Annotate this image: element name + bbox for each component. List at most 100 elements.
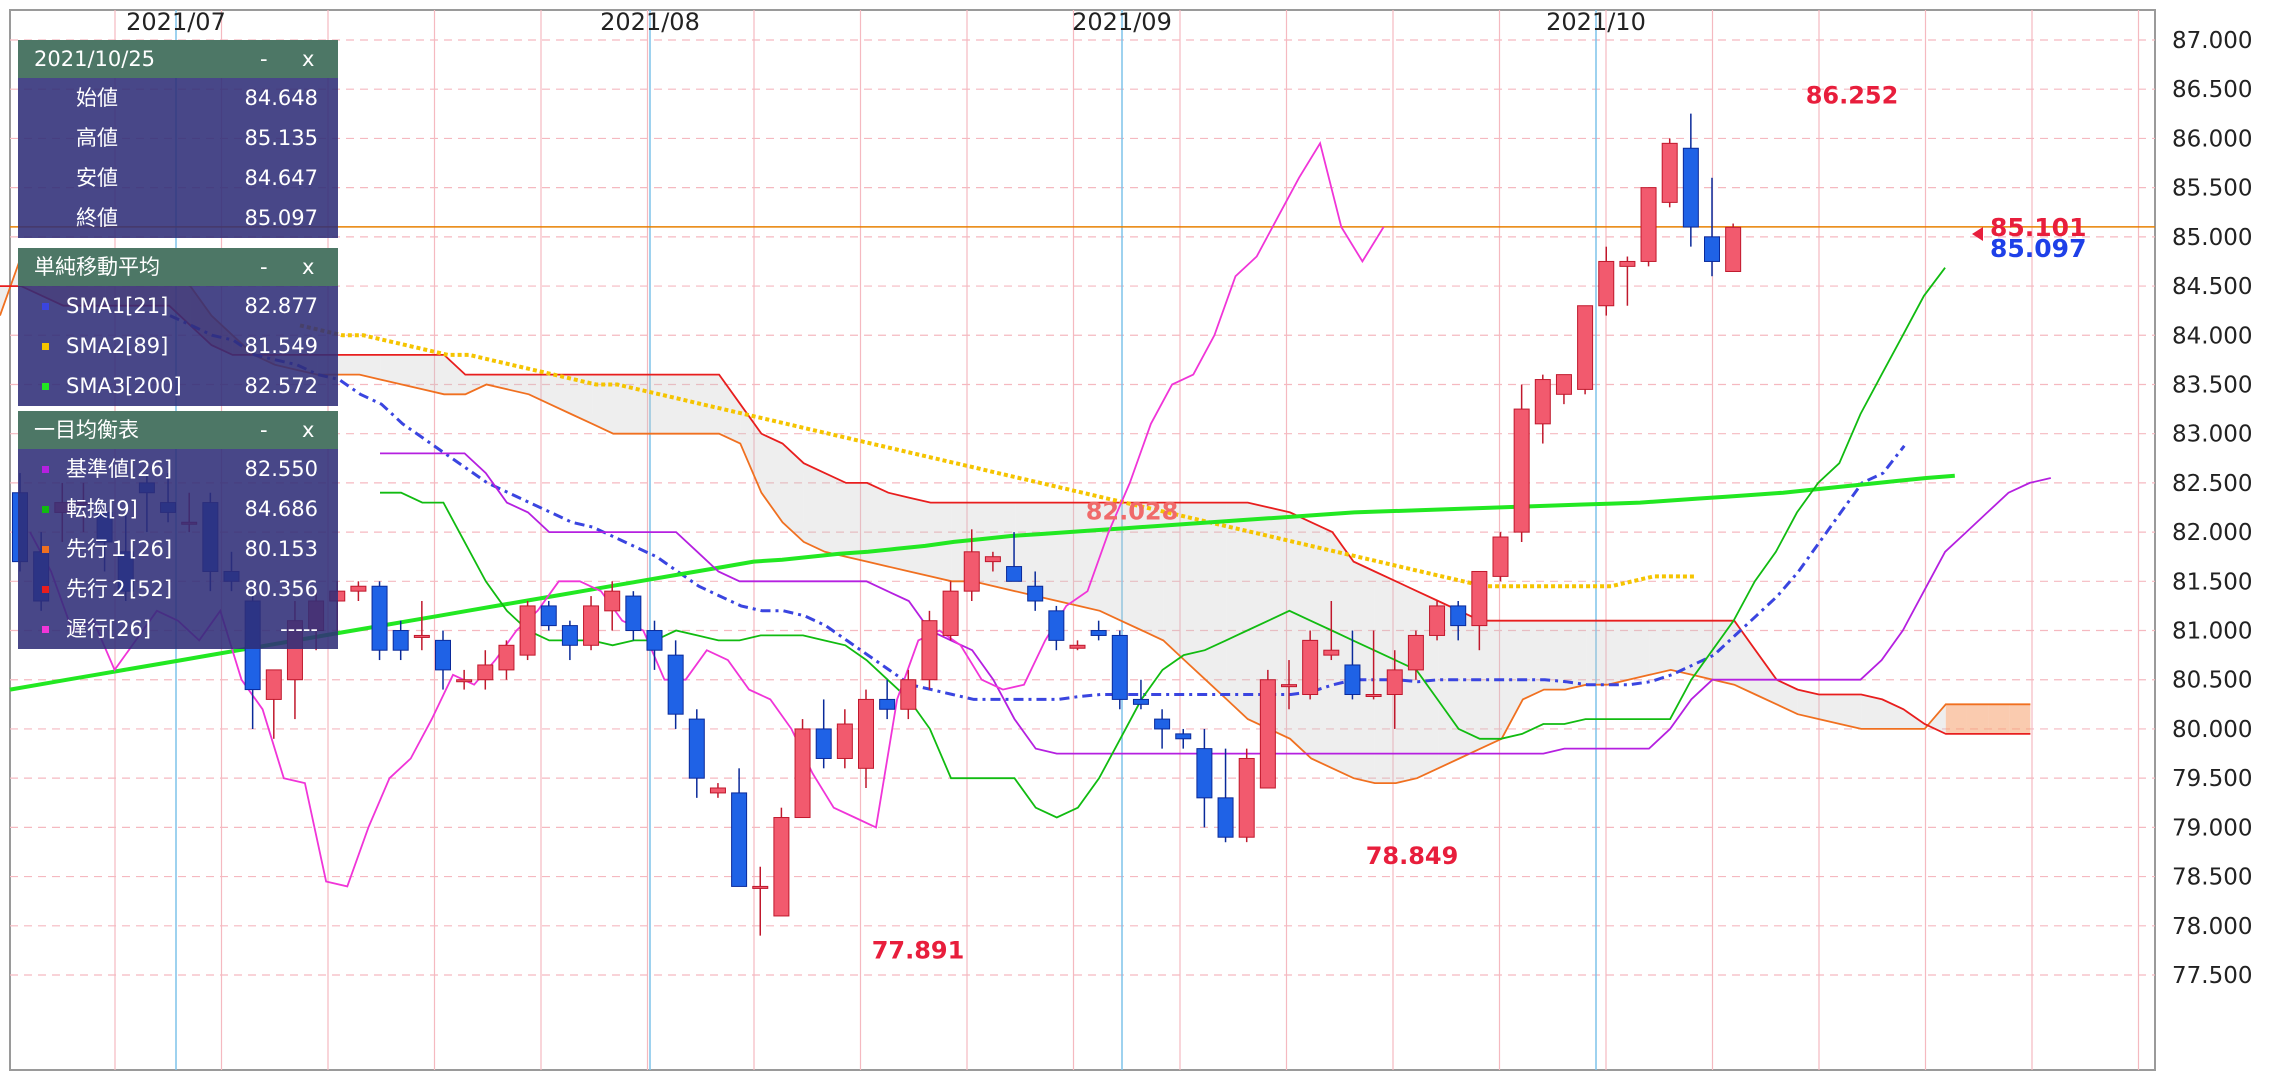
close-button[interactable]: x (302, 255, 315, 279)
minimize-button[interactable]: - (260, 47, 268, 71)
kumo-segment (1353, 561, 1375, 784)
y-tick-label: 85.000 (2172, 225, 2252, 251)
legend-row: 基準値[26] 82.550 (18, 449, 338, 489)
legend-value: 82.877 (244, 294, 318, 318)
y-tick-label: 82.500 (2172, 471, 2252, 497)
sma-panel-title: 単純移動平均 (34, 255, 160, 279)
kumo-segment (1713, 620, 1735, 685)
price-annotation: 82.028 (1086, 497, 1179, 525)
candle-body (646, 630, 663, 651)
kumo-segment (1797, 689, 1819, 720)
y-tick-label: 80.500 (2172, 668, 2252, 694)
kumo-segment (1586, 620, 1608, 685)
candle-body (265, 669, 282, 700)
close-button[interactable]: x (302, 47, 315, 71)
kumo-segment (1163, 502, 1185, 661)
candle-body (1217, 797, 1234, 838)
x-tick-label: 2021/07 (126, 8, 226, 36)
y-tick-label: 81.000 (2172, 619, 2252, 645)
price-tag-label: 85.101 (1990, 213, 2086, 242)
candle-body (1302, 639, 1319, 695)
kumo-segment (338, 354, 360, 375)
kumo-segment (1945, 704, 1967, 734)
kumo-segment (634, 374, 656, 434)
kumo-segment (1966, 704, 1989, 734)
candle-body (1238, 757, 1255, 838)
candle-body (1513, 408, 1530, 533)
ohlc-panel: 2021/10/25 - x 始値 84.648 高値 85.135 安値 84.647 終… (18, 40, 338, 238)
legend-value: 82.550 (244, 457, 318, 481)
candle-body (519, 605, 536, 656)
price-annotation: 78.849 (1366, 842, 1459, 870)
kumo-segment (465, 374, 487, 395)
legend-value: ----- (280, 617, 318, 641)
kumo-segment (676, 374, 698, 434)
kumo-segment (782, 443, 804, 542)
y-tick-label: 81.500 (2172, 569, 2252, 595)
candle-body (1555, 374, 1572, 395)
kumo-segment (1332, 532, 1354, 779)
candle-body (625, 595, 642, 632)
legend-label: 始値 (76, 86, 118, 110)
candle-body (1682, 147, 1699, 228)
series-swatch (42, 506, 49, 513)
kumo-segment (1543, 620, 1566, 690)
ohlc-date: 2021/10/25 (34, 47, 156, 71)
y-tick-label: 78.000 (2172, 914, 2252, 940)
kumo-segment (1840, 694, 1862, 729)
legend-label: SMA2[89] (66, 334, 169, 358)
series-swatch (42, 626, 49, 633)
legend-row: 転換[9] 84.686 (18, 489, 338, 529)
kumo-segment (1057, 502, 1079, 606)
y-tick-label: 84.000 (2172, 323, 2252, 349)
kumo-segment (359, 354, 381, 380)
legend-label: SMA3[200] (66, 374, 182, 398)
candle-body (1090, 630, 1107, 636)
series-line (299, 323, 1696, 589)
legend-label: 先行１[26] (66, 537, 173, 561)
legend-row: 終値 85.097 (18, 198, 338, 238)
candle-body (435, 639, 451, 671)
y-tick-label: 86.000 (2172, 126, 2252, 152)
legend-label: SMA1[21] (66, 294, 169, 318)
close-button[interactable]: x (302, 418, 315, 442)
kumo-segment (549, 374, 572, 414)
legend-label: 転換[9] (66, 497, 138, 521)
candle-body (1704, 236, 1720, 262)
candle-body (709, 787, 726, 794)
legend-row: 遅行[26] ----- (18, 609, 338, 649)
candle-body (477, 664, 494, 681)
candle-body (1725, 226, 1742, 272)
y-tick-label: 80.000 (2172, 717, 2252, 743)
candle-body (1259, 679, 1276, 789)
legend-row: 高値 85.135 (18, 118, 338, 158)
candle-body (1132, 698, 1149, 705)
kumo-segment (1692, 620, 1714, 680)
minimize-button[interactable]: - (260, 418, 268, 442)
legend-label: 先行２[52] (66, 577, 173, 601)
kumo-segment (1438, 601, 1460, 769)
candle-body (731, 792, 748, 887)
candle-body (1640, 187, 1657, 262)
kumo-segment (592, 374, 614, 434)
candle-body (1196, 748, 1213, 799)
candle-body (942, 590, 959, 636)
candle-body (456, 679, 473, 683)
candle-body (561, 625, 578, 646)
minimize-button[interactable]: - (260, 255, 268, 279)
candle-body (583, 605, 600, 646)
candle-body (815, 728, 832, 759)
kumo-segment (423, 354, 445, 395)
candle-body (1323, 649, 1340, 656)
kumo-segment (1247, 502, 1269, 729)
candle-body (413, 634, 430, 638)
kumo-segment (697, 374, 720, 434)
kumo-segment (1755, 650, 1777, 705)
candle-body (752, 885, 769, 889)
candle-body (1048, 610, 1065, 641)
legend-value: 85.135 (244, 126, 318, 150)
candle-body (900, 679, 917, 710)
legend-row: SMA2[89] 81.549 (18, 326, 338, 366)
